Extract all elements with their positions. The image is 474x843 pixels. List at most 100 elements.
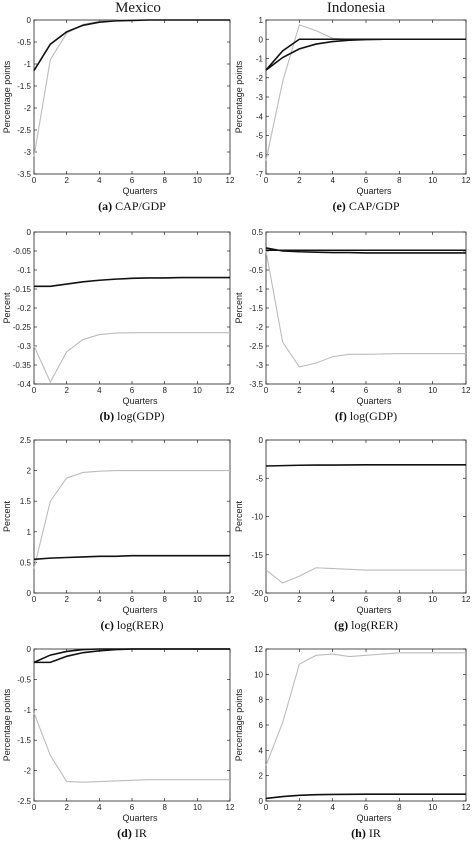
series-line-light xyxy=(265,567,466,584)
x-tick-label: 12 xyxy=(226,803,235,812)
x-tick-label: 8 xyxy=(397,595,402,604)
y-tick-label: -3 xyxy=(24,148,32,157)
series-line-dark xyxy=(34,276,230,288)
y-tick-label: -0.35 xyxy=(13,361,32,370)
plot-frame xyxy=(33,439,231,594)
panel-caption-letter: (d) xyxy=(117,826,132,840)
panel-caption: (g) log(RER) xyxy=(334,618,398,632)
x-tick-label: 0 xyxy=(32,176,37,185)
y-tick-label: -0.15 xyxy=(13,285,32,294)
y-tick-label: -2.5 xyxy=(17,797,31,806)
x-tick-label: 8 xyxy=(162,803,167,812)
y-tick-label: -15 xyxy=(251,551,263,560)
y-tick-label: -0.5 xyxy=(17,38,31,47)
x-tick-label: 0 xyxy=(32,803,37,812)
x-tick-label: 4 xyxy=(97,595,102,604)
x-tick-label: 4 xyxy=(330,176,335,185)
x-axis-label: Quarters xyxy=(356,186,392,196)
x-tick-label: 0 xyxy=(32,386,37,395)
x-tick-label: 10 xyxy=(193,595,202,604)
x-tick-label: 6 xyxy=(364,803,369,812)
x-tick-label: 2 xyxy=(297,386,302,395)
y-tick-label: -0.05 xyxy=(13,247,32,256)
x-tick-label: 4 xyxy=(97,386,102,395)
y-tick-label: -1.5 xyxy=(17,736,31,745)
x-axis-label: Quarters xyxy=(122,396,158,406)
x-axis-label: Quarters xyxy=(356,605,392,615)
y-tick-label: -6 xyxy=(256,151,264,160)
x-axis-label: Quarters xyxy=(122,813,158,823)
chart-panel-e: 0 2 4 6 8 10 12 -7 -6 -5 -4 -3 -2 -1 0 1 Quarters Percent… xyxy=(234,16,471,213)
y-tick-label: -2 xyxy=(24,104,32,113)
y-tick-label: -1.5 xyxy=(17,82,31,91)
y-axis-label: Percentage points xyxy=(2,60,12,133)
y-tick-label: 0 xyxy=(259,797,264,806)
series-line-dark xyxy=(265,38,466,71)
x-axis-label: Quarters xyxy=(356,813,392,823)
y-tick-label: -0.25 xyxy=(13,323,32,332)
series-line-light xyxy=(33,470,230,569)
y-tick-label: 1 xyxy=(27,528,32,537)
x-tick-label: 0 xyxy=(264,386,269,395)
y-tick-label: 4 xyxy=(259,746,264,755)
y-tick-label: -1.5 xyxy=(249,304,263,313)
x-tick-label: 8 xyxy=(397,176,402,185)
panel-caption: (b) log(GDP) xyxy=(99,409,164,423)
column-title-mexico: Mexico xyxy=(115,0,161,16)
x-tick-label: 10 xyxy=(193,386,202,395)
series-line-light xyxy=(265,250,466,368)
y-tick-label: 12 xyxy=(254,645,263,654)
x-tick-label: 2 xyxy=(64,803,69,812)
panel-caption: (f) log(GDP) xyxy=(335,409,397,423)
chart-panel-c: 0 2 4 6 8 10 12 0 0.5 1 1.5 2 2.5 Quarters Percent (c) … xyxy=(2,436,235,632)
x-tick-label: 4 xyxy=(97,803,102,812)
panel-caption-letter: (b) xyxy=(99,409,114,423)
plot-frame xyxy=(33,231,231,385)
y-tick-label: -7 xyxy=(256,170,264,179)
y-tick-label: -1 xyxy=(256,55,264,64)
y-tick-label: -10 xyxy=(251,513,263,522)
panels-container: 0 2 4 6 8 10 12-3.5-3-2.5-2-1.5-1-0.50Quarters… xyxy=(2,16,471,840)
x-tick-label: 10 xyxy=(428,176,437,185)
x-tick-label: 12 xyxy=(226,386,235,395)
y-tick-label: -1 xyxy=(24,60,32,69)
panel-caption-letter: (h) xyxy=(351,826,366,840)
series-line-light xyxy=(265,652,466,766)
y-tick-label: -0.4 xyxy=(17,380,31,389)
y-tick-label: -20 xyxy=(251,589,263,598)
panel-caption-label: IR xyxy=(366,826,381,840)
series-line-dark xyxy=(33,19,230,72)
panel-caption-label: IR xyxy=(132,826,147,840)
panel-caption-label: log(GDP) xyxy=(347,409,397,423)
chart-panel-f: 0 2 4 6 8 10 12 -3.5 -3 -2.5 -2 -1.5 -1 -0.5 0 0.5 Quart… xyxy=(234,228,471,423)
y-tick-label: 0 xyxy=(27,16,32,25)
y-tick-label: 0 xyxy=(27,589,32,598)
x-tick-label: 8 xyxy=(162,386,167,395)
panel-caption: (a) CAP/GDP xyxy=(98,199,166,213)
column-title-indonesia: Indonesia xyxy=(327,0,386,16)
series-line-dark xyxy=(265,247,466,254)
plot-frame xyxy=(265,648,467,802)
plot-frame xyxy=(33,19,231,175)
x-tick-label: 2 xyxy=(297,595,302,604)
series-line-dark xyxy=(33,554,230,561)
x-tick-label: 6 xyxy=(130,386,135,395)
x-tick-label: 2 xyxy=(64,176,69,185)
x-tick-label: 8 xyxy=(397,803,402,812)
y-axis-label: Percent xyxy=(2,500,12,532)
series-line-dark xyxy=(33,648,230,664)
y-tick-label: -2 xyxy=(24,767,32,776)
panel-caption: (c) log(RER) xyxy=(101,618,164,632)
series-line-light xyxy=(265,24,466,161)
panel-caption-letter: (e) xyxy=(332,199,345,213)
x-tick-label: 12 xyxy=(462,176,471,185)
y-tick-label: -2.5 xyxy=(17,126,31,135)
y-tick-label: 1.5 xyxy=(20,497,32,506)
x-tick-label: 12 xyxy=(462,386,471,395)
y-tick-label: 0 xyxy=(259,247,264,256)
y-axis-label: Percent xyxy=(234,292,244,324)
y-tick-label: 0 xyxy=(259,35,264,44)
x-tick-label: 12 xyxy=(226,595,235,604)
y-tick-label: 2.5 xyxy=(20,436,32,445)
x-axis-label: Quarters xyxy=(356,396,392,406)
